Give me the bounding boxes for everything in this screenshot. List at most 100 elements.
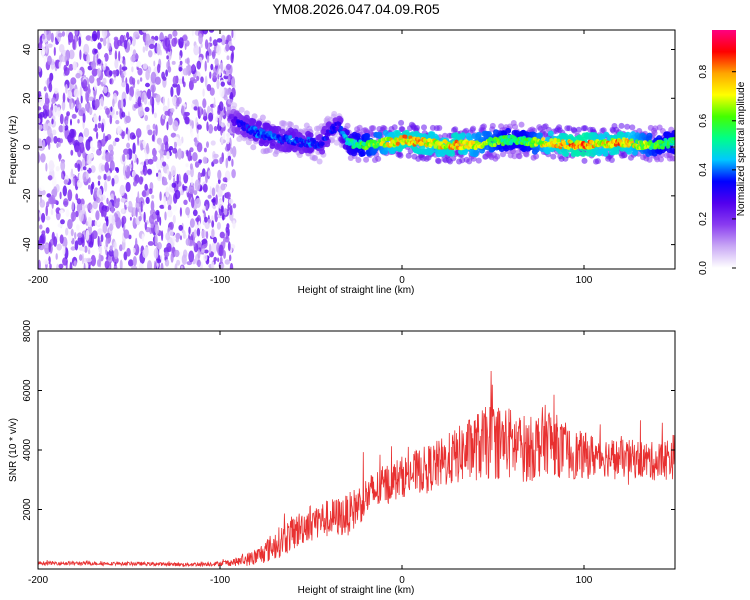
spectrogram-noise-cell [174,189,181,200]
spectrogram-ridge-cell [325,136,330,141]
spectrogram-noise-cell [200,43,203,48]
spectrogram-noise-cell [98,253,102,264]
spectrogram-noise-cell [133,104,140,109]
spectrogram-noise-cell [201,139,206,147]
spectrogram-noise-cell [63,67,70,76]
spectrogram-ridge-cell [518,121,525,128]
colorbar-tick-label: 0.0 [698,261,709,275]
spectrogram-ridge-cell [581,157,588,164]
spectrogram-noise-cell [176,173,179,185]
spectrogram-noise-cell [147,241,154,246]
spectrogram-noise-cell [97,58,102,65]
spectrogram-noise-cell [201,248,205,253]
spectrogram-noise-cell [147,168,152,175]
spectrogram-noise-cell [206,55,210,63]
spectrogram-noise-cell [77,119,80,124]
spectrogram-noise-cell [104,161,110,173]
spectrogram-noise-cell [104,180,108,192]
spectrogram-noise-cell [67,189,73,202]
spectrogram-noise-cell [209,87,215,96]
spectrogram-noise-cell [178,67,183,72]
spectrogram-ridge-cell [428,147,435,154]
spectrogram-noise-cell [112,70,118,75]
spectrogram-y-tick-label: 40 [22,44,33,56]
spectrogram-noise-cell [70,228,74,237]
spectrogram-noise-cell [85,229,90,241]
spectrogram-noise-cell [167,200,170,206]
spectrogram-noise-cell [186,187,189,193]
spectrogram-noise-cell [123,148,129,155]
spectrogram-noise-cell [187,150,192,162]
spectrogram-noise-cell [109,223,114,232]
spectrogram-noise-cell [211,97,215,104]
spectrogram-noise-cell [93,127,98,132]
spectrogram-noise-cell [76,224,80,231]
spectrogram-noise-cell [176,97,180,107]
spectrogram-noise-cell [142,63,148,70]
spectrogram-ridge-cell [363,156,370,163]
spectrogram-noise-cell [97,142,101,149]
spectrogram-noise-cell [47,55,52,66]
spectrogram-noise-cell [105,151,111,163]
spectrogram-noise-cell [133,217,136,226]
spectrogram-noise-cell [146,88,152,100]
spectrogram-noise-cell [147,124,151,131]
spectrogram-noise-cell [222,130,226,140]
spectrogram-ridge-cell [256,120,262,127]
spectrogram-noise-cell [223,95,228,101]
spectrogram-ridge-cell [566,145,571,150]
spectrogram-noise-cell [74,162,78,169]
spectrogram-noise-cell [76,97,80,109]
spectrogram-noise-cell [73,88,79,98]
spectrogram-noise-cell [153,247,159,259]
spectrogram-noise-cell [87,203,93,211]
spectrogram-ridge-cell [288,135,293,140]
spectrogram-noise-cell [156,158,162,171]
spectrogram-noise-cell [183,199,188,205]
spectrogram-noise-cell [141,190,147,197]
spectrogram-frame [37,29,676,270]
spectrogram-ridge-cell [608,157,615,163]
spectrogram-noise-cell [166,242,172,252]
spectrogram-noise-cell [197,171,201,182]
spectrogram-noise-cell [43,86,47,92]
spectrogram-noise-cell [50,209,54,216]
spectrogram-noise-cell [212,39,218,47]
spectrogram-noise-cell [85,35,92,41]
spectrogram-noise-cell [49,74,52,85]
spectrogram-noise-cell [82,79,88,88]
spectrogram-noise-cell [152,86,155,98]
spectrogram-ridge-cell [376,131,383,138]
spectrogram-noise-cell [69,261,73,269]
spectrogram-noise-cell [67,134,74,143]
spectrogram-noise-cell [153,112,157,119]
spectrogram-noise-cell [70,211,77,222]
spectrogram-noise-cell [188,184,195,195]
spectrogram-noise-cell [219,157,223,165]
spectrogram-noise-cell [232,220,236,229]
spectrogram-noise-cell [170,132,177,138]
spectrogram-noise-cell [167,33,173,40]
spectrogram-ridge-cell [397,152,404,159]
spectrogram-noise-cell [88,265,91,269]
spectrogram-noise-cell [111,214,116,226]
spectrogram-noise-cell [203,249,209,254]
spectrogram-noise-cell [100,196,104,202]
spectrogram-noise-cell [57,223,63,228]
spectrogram-ridge-cell [420,141,425,146]
spectrogram-noise-cell [51,103,54,111]
spectrogram-noise-cell [172,30,178,37]
spectrogram-noise-cell [161,142,165,152]
spectrogram-noise-cell [128,234,132,240]
spectrogram-noise-cell [102,36,107,47]
spectrogram-noise-cell [152,123,156,130]
spectrogram-noise-cell [222,238,226,249]
spectrogram-noise-cell [104,135,109,142]
spectrogram-ridge-cell [359,150,366,157]
spectrogram-noise-cell [66,111,70,117]
spectrogram-noise-cell [125,83,130,95]
spectrogram-noise-cell [44,92,49,102]
spectrogram-noise-cell [195,217,200,222]
spectrogram-noise-cell [88,177,91,184]
spectrogram-noise-cell [157,63,161,74]
